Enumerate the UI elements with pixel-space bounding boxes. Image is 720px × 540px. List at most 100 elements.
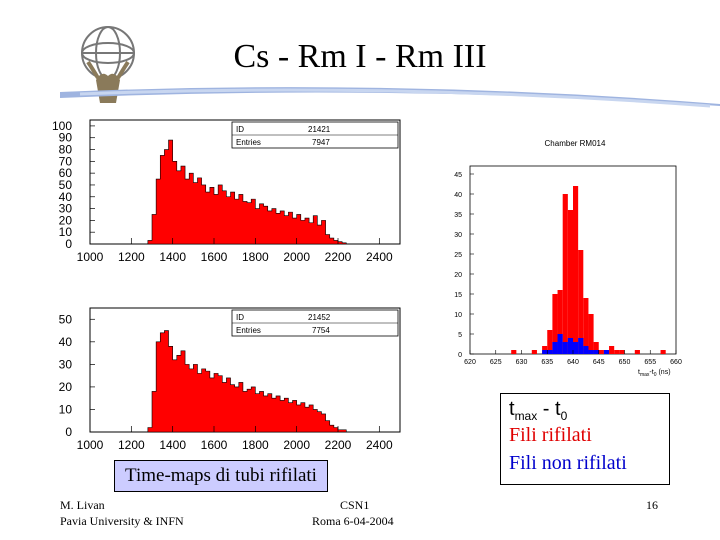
x-tick-label: 2400	[366, 250, 393, 264]
legend-box: tmax - t0 Fili rifilati Fili non rifilat…	[500, 393, 670, 485]
stats-entries-value: 7754	[312, 326, 330, 335]
x-tick-label: 1400	[159, 250, 186, 264]
y-tick-label: 10	[59, 225, 73, 239]
y-axis-ticks: 0 5 10 15 20 25 30 35 40 45	[454, 172, 474, 359]
y-tick-label: 30	[59, 202, 73, 216]
title-swoosh	[60, 87, 720, 108]
y-tick-label: 20	[454, 272, 462, 279]
histogram-bar	[588, 314, 594, 354]
y-tick-label: 50	[59, 178, 73, 192]
x-tick-label: 655	[644, 359, 656, 366]
caption-box: Time-maps di tubi rifilati	[114, 460, 328, 492]
x-tick-label: 2200	[325, 438, 352, 452]
stats-id-value: 21421	[308, 125, 331, 134]
footer-affiliation: Pavia University & INFN	[60, 514, 184, 528]
histogram-bar	[547, 330, 553, 354]
histogram-bar	[588, 350, 594, 354]
stats-id-value: 21452	[308, 313, 331, 322]
x-tick-label: 1000	[77, 438, 104, 452]
histogram-bar	[660, 350, 666, 354]
x-tick-label: 1800	[242, 438, 269, 452]
histogram-bar	[573, 342, 579, 354]
y-tick-label: 0	[65, 237, 72, 251]
x-tick-label: 650	[619, 359, 631, 366]
y-tick-label: 20	[59, 380, 73, 394]
y-tick-label: 70	[59, 154, 73, 168]
legend-t: t	[509, 398, 515, 420]
x-axis-label: tmax-t0 (ns)	[638, 369, 671, 378]
histogram-bar	[578, 338, 584, 354]
legend-max-sub: max	[514, 409, 538, 423]
histogram-bar	[557, 334, 563, 354]
histogram-bar	[547, 350, 553, 354]
x-tick-label: 1000	[77, 250, 104, 264]
y-tick-label: 80	[59, 143, 73, 157]
y-tick-label: 45	[454, 172, 462, 179]
y-tick-label: 10	[454, 312, 462, 319]
histogram-bar	[552, 294, 558, 354]
x-tick-label: 1600	[201, 438, 228, 452]
histogram-bars	[511, 186, 666, 354]
legend-non-rifilati: Fili non rifilati	[509, 452, 627, 474]
histogram-bar	[619, 350, 625, 354]
x-tick-label: 1600	[201, 250, 228, 264]
x-axis-ticks: 1000 1200 1400 1600 1800 2000 2200 2400	[77, 426, 393, 452]
histogram-bar	[598, 350, 604, 354]
y-tick-label: 0	[458, 352, 462, 359]
x-tick-label: 660	[670, 359, 682, 366]
y-axis-ticks: 0 10 20 30 40 50	[59, 312, 95, 439]
stats-entries-label: Entries	[236, 326, 261, 335]
x-tick-label: 2400	[366, 438, 393, 452]
slide-title: Cs - Rm I - Rm III	[233, 38, 487, 75]
legend-rifilati: Fili rifilati	[509, 424, 592, 446]
footer-page-number: 16	[646, 498, 658, 512]
y-tick-label: 30	[454, 232, 462, 239]
histogram-series	[147, 330, 351, 433]
y-tick-label: 10	[59, 402, 73, 416]
x-tick-label: 2200	[325, 250, 352, 264]
time-map-histogram-bottom: 0 10 20 30 40 50 1000 1200 1400 1600 1800 2000 2200…	[59, 307, 401, 452]
histogram-bar	[542, 350, 548, 354]
x-tick-label: 1200	[118, 438, 145, 452]
y-tick-label: 100	[52, 119, 72, 133]
x-tick-label: 635	[541, 359, 553, 366]
x-tick-label: 1400	[159, 438, 186, 452]
histogram-bar	[531, 350, 537, 354]
histogram-bar	[511, 350, 517, 354]
y-tick-label: 40	[454, 192, 462, 199]
legend-tmax-t0: tmax - t0	[509, 398, 567, 423]
y-tick-label: 15	[454, 292, 462, 299]
footer-event: CSN1	[340, 498, 370, 512]
stats-entries-label: Entries	[236, 138, 261, 147]
y-tick-label: 25	[454, 252, 462, 259]
footer-date: Roma 6-04-2004	[312, 514, 394, 528]
histogram-bar	[603, 350, 610, 354]
y-tick-label: 90	[59, 131, 73, 145]
histogram-bar	[609, 346, 615, 354]
footer-author: M. Livan	[60, 498, 105, 512]
histogram-area	[147, 139, 351, 245]
histogram-bar	[567, 338, 573, 354]
x-tick-label: 620	[464, 359, 476, 366]
y-tick-label: 50	[59, 312, 73, 326]
y-tick-label: 0	[65, 425, 72, 439]
x-tick-label: 640	[567, 359, 579, 366]
x-tick-label: 645	[593, 359, 605, 366]
y-tick-label: 40	[59, 190, 73, 204]
x-tick-label: 2000	[283, 250, 310, 264]
x-tick-label: 1800	[242, 250, 269, 264]
x-tick-label: 1200	[118, 250, 145, 264]
histogram-bar	[583, 346, 589, 354]
histogram-bar	[567, 210, 573, 354]
x-axis-ticks: 620 625 630 635 640 645 650 655 660	[464, 350, 682, 366]
legend-zero-sub: 0	[560, 409, 568, 423]
chart-title: Chamber RM014	[545, 139, 606, 148]
histogram-bar	[593, 350, 599, 354]
histogram-bar	[634, 350, 640, 354]
histogram-bar	[552, 342, 558, 354]
x-tick-label: 2000	[283, 438, 310, 452]
histogram-area	[147, 330, 351, 433]
